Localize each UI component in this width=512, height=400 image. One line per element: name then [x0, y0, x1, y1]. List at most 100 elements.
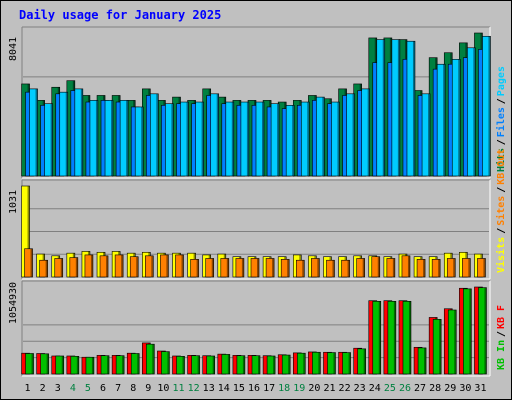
- bar-fill: [286, 105, 295, 176]
- bar-fill: [376, 39, 385, 177]
- bar-pages-day-12: [195, 101, 204, 177]
- bar-sites-day-22: [341, 259, 350, 278]
- bar-shade: [167, 351, 170, 374]
- bar-shade: [231, 102, 234, 176]
- bar-outline: [431, 259, 441, 278]
- bar-fill: [210, 93, 219, 176]
- bar-shade: [378, 301, 381, 374]
- bar-fill: [463, 288, 472, 374]
- bar-shade: [382, 39, 385, 177]
- bar-sites-day-2: [39, 259, 48, 278]
- bar-fill: [160, 254, 169, 277]
- bar-shade: [352, 93, 355, 176]
- bar-shade: [107, 355, 110, 374]
- bar-shade: [262, 102, 264, 176]
- bar-kb-in-day-4: [70, 355, 80, 375]
- bar-outline: [145, 255, 154, 278]
- bar-fill: [180, 102, 189, 176]
- bar-fill: [145, 255, 154, 277]
- bar-outline: [100, 355, 110, 375]
- bar-fill: [371, 256, 380, 277]
- bar-kb-in-day-26: [402, 300, 412, 375]
- bar-pages-day-16: [255, 101, 265, 177]
- bar-outline: [225, 101, 235, 177]
- legend-kb-f: KB F: [496, 305, 507, 329]
- bar-fill: [24, 248, 33, 277]
- bar-outline: [104, 100, 114, 177]
- bar-shade: [424, 347, 427, 374]
- bar-fill: [301, 102, 310, 176]
- bar-fill: [482, 36, 491, 177]
- bar-shade: [277, 103, 280, 176]
- bar-fill: [240, 102, 249, 176]
- bar-shade: [166, 254, 169, 277]
- bar-fill: [70, 356, 79, 374]
- bar-pages-day-1: [29, 88, 38, 177]
- bar-shade: [197, 355, 200, 374]
- bar-kb-in-day-27: [417, 347, 427, 375]
- bar-shade: [407, 255, 410, 277]
- bar-pages-day-3: [59, 91, 69, 177]
- bar-shade: [428, 93, 431, 176]
- bar-outline: [280, 259, 290, 278]
- bar-fill: [84, 254, 93, 277]
- bar-outline: [387, 300, 397, 375]
- bar-shade: [226, 258, 229, 277]
- bar-shade: [171, 103, 174, 176]
- bar-fill: [235, 258, 244, 277]
- bar-fill: [418, 347, 427, 374]
- bar-shade: [272, 258, 275, 277]
- legend-kb-out: KB Out: [496, 149, 507, 185]
- bar-sites-day-7: [114, 254, 124, 278]
- bar-outline: [346, 93, 355, 177]
- bar-shade: [60, 258, 63, 277]
- bar-shade: [95, 100, 98, 176]
- bar-shade: [182, 356, 185, 374]
- bar-fill: [297, 353, 306, 374]
- bar-fill: [146, 344, 155, 374]
- bar-shade: [397, 39, 400, 177]
- bar-fill: [422, 93, 431, 176]
- x-tick-label-day-4: 4: [70, 383, 76, 394]
- legend-visits: Visits: [495, 237, 507, 273]
- bar-shade: [212, 355, 215, 374]
- panel-hits: 8041 Hits / Files / Pages: [8, 26, 507, 179]
- bar-pages-day-2: [44, 103, 53, 177]
- bar-outline: [311, 258, 320, 278]
- bar-fill: [312, 352, 321, 374]
- bar-kb-in-day-11: [176, 355, 185, 375]
- bar-outline: [386, 258, 396, 278]
- bar-outline: [436, 63, 446, 177]
- bar-fill: [281, 259, 290, 277]
- bar-outline: [74, 88, 84, 177]
- bar-fill: [190, 259, 199, 277]
- bar-fill: [402, 301, 411, 374]
- legend-kb-in: KB In: [496, 340, 507, 370]
- bar-fill: [39, 260, 48, 277]
- bar-outline: [190, 259, 199, 278]
- bar-fill: [236, 355, 245, 374]
- bar-outline: [432, 319, 442, 375]
- bar-kb-in-day-13: [206, 355, 216, 375]
- bar-outline: [220, 258, 230, 278]
- bar-outline: [195, 101, 204, 177]
- bar-outline: [221, 354, 231, 375]
- bar-outline: [482, 35, 491, 177]
- bar-sites-day-12: [190, 259, 199, 278]
- bar-shade: [337, 102, 340, 176]
- bar-outline: [270, 103, 280, 177]
- bar-fill: [101, 355, 110, 374]
- bar-outline: [285, 105, 295, 177]
- bar-pages-day-25: [391, 39, 401, 177]
- bar-outline: [467, 47, 476, 177]
- x-tick-label-day-29: 29: [444, 383, 456, 394]
- bar-outline: [371, 256, 381, 278]
- bar-fill: [25, 353, 34, 374]
- bar-shade: [367, 88, 370, 176]
- bar-pages-day-19: [300, 101, 310, 177]
- bar-pages-day-14: [225, 101, 235, 177]
- bar-shade: [35, 88, 38, 176]
- bar-pages-day-29: [451, 58, 461, 177]
- bar-fill: [29, 88, 38, 176]
- bar-kb-in-day-28: [432, 319, 442, 375]
